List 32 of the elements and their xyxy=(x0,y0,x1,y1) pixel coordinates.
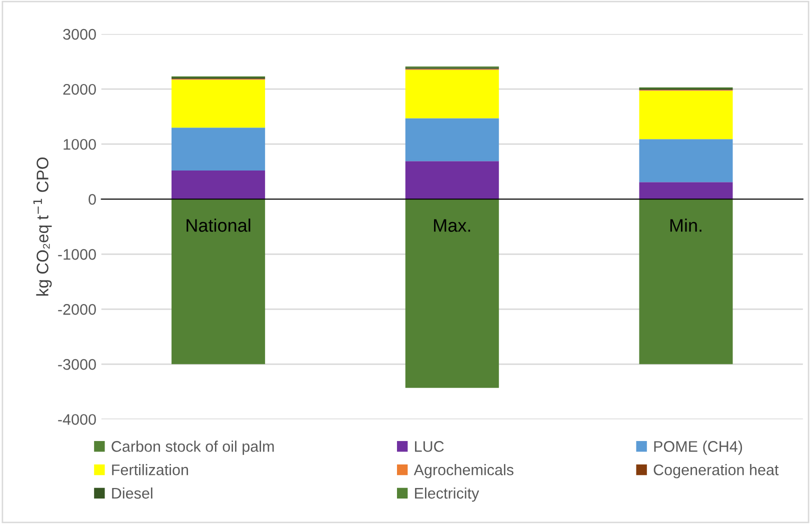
bar xyxy=(172,80,266,128)
bar xyxy=(172,170,266,200)
y-tick-label: -2000 xyxy=(58,304,96,315)
bar xyxy=(405,70,499,118)
bar xyxy=(405,118,499,162)
bar xyxy=(639,90,733,140)
legend-label: Fertilization xyxy=(112,464,188,476)
y-tick-label: 3000 xyxy=(63,28,96,40)
legend-label: Diesel xyxy=(112,487,152,499)
y-tick-label: -1000 xyxy=(58,249,96,260)
legend-label: LUC xyxy=(415,441,444,452)
y-tick-label: -4000 xyxy=(58,414,96,425)
bar xyxy=(405,161,499,200)
x-tick-label: Min. xyxy=(670,218,702,232)
bar xyxy=(639,182,733,200)
legend-label: Agrochemicals xyxy=(414,464,514,478)
y-tick-label: 1000 xyxy=(64,138,96,150)
y-tick-label: -3000 xyxy=(58,359,96,370)
legend-label: Electricity xyxy=(415,487,480,502)
y-axis-title: kg CO₂eq t$^{−1}$ CPO xyxy=(33,157,52,296)
bar xyxy=(172,128,266,171)
legend-label: POME (CH4) xyxy=(654,440,742,455)
x-tick-label: Max. xyxy=(434,219,470,232)
bar xyxy=(172,199,266,364)
bar xyxy=(639,199,733,364)
legend-label: Carbon stock of oil palm xyxy=(112,440,274,455)
x-tick-label: National xyxy=(186,218,250,232)
legend-label: Cogeneration heat xyxy=(654,464,779,478)
bar xyxy=(639,139,733,182)
y-tick-label: 2000 xyxy=(63,84,96,95)
y-tick-label: 0 xyxy=(88,194,96,205)
bar xyxy=(405,199,499,388)
